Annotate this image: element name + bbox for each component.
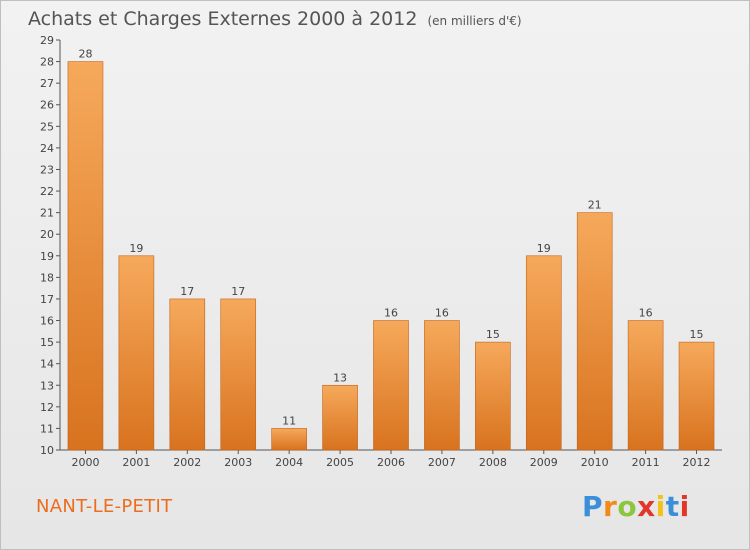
data-label-2007: 16 <box>435 307 449 320</box>
bar-2001 <box>118 255 155 451</box>
x-tick-label: 2000 <box>71 456 99 469</box>
data-labels: 28 19 17 17 11 13 16 16 15 19 21 16 15 <box>78 48 703 428</box>
y-tick-label: 24 <box>40 142 54 155</box>
y-tick-label: 23 <box>40 163 54 176</box>
bar-2009 <box>525 255 562 451</box>
y-tick-label: 12 <box>40 401 54 414</box>
logo-letter: x <box>637 490 656 523</box>
x-axis: 2000 2001 2002 2003 2004 2005 2006 2007 2008 2009… <box>60 449 722 469</box>
y-tick-label: 25 <box>40 120 54 133</box>
x-tick-label: 2003 <box>224 456 252 469</box>
x-tick-label: 2008 <box>479 456 507 469</box>
bar-2005 <box>322 384 358 451</box>
x-tick-label: 2009 <box>530 456 558 469</box>
y-tick-label: 11 <box>40 422 54 435</box>
chart-subtitle: (en milliers d'€) <box>427 14 522 28</box>
data-label-2002: 17 <box>180 285 194 298</box>
y-tick-label: 17 <box>40 293 54 306</box>
data-label-2010: 21 <box>588 199 602 212</box>
y-tick-label: 10 <box>40 444 54 457</box>
y-tick-label: 26 <box>40 99 54 112</box>
data-label-2012: 15 <box>690 328 704 341</box>
data-label-2011: 16 <box>639 307 653 320</box>
x-tick-label: 2005 <box>326 456 354 469</box>
bar-2006 <box>373 320 409 451</box>
y-tick-label: 27 <box>40 77 54 90</box>
bar-2008 <box>475 341 511 451</box>
x-tick-label: 2001 <box>122 456 150 469</box>
bar-2002 <box>169 298 206 451</box>
y-tick-label: 19 <box>40 250 54 263</box>
y-tick-label: 14 <box>40 358 54 371</box>
proxiti-logo[interactable]: Proxiti <box>582 490 690 523</box>
data-label-2004: 11 <box>282 414 296 427</box>
bars <box>67 61 715 451</box>
y-tick-label: 28 <box>40 56 54 69</box>
bar-2012 <box>678 341 715 451</box>
bar-2000 <box>67 61 104 451</box>
y-tick-label: 22 <box>40 185 54 198</box>
bar-2007 <box>424 320 460 451</box>
y-tick-label: 15 <box>40 336 54 349</box>
y-tick-label: 20 <box>40 228 54 241</box>
x-tick-label: 2004 <box>275 456 303 469</box>
y-tick-label: 13 <box>40 379 54 392</box>
bar-2011 <box>627 320 664 451</box>
logo-letter: r <box>603 490 618 523</box>
data-label-2000: 28 <box>78 48 92 61</box>
y-tick-label: 29 <box>40 34 54 47</box>
x-tick-label: 2006 <box>377 456 405 469</box>
y-axis: 10 11 12 13 14 15 16 17 18 19 20 21 22 23 24 25 26 27 28 29 <box>40 34 61 457</box>
data-label-2001: 19 <box>129 242 143 255</box>
x-tick-label: 2002 <box>173 456 201 469</box>
y-tick-label: 16 <box>40 315 54 328</box>
bar-2004 <box>271 428 307 451</box>
data-label-2003: 17 <box>231 285 245 298</box>
chart-title-block: Achats et Charges Externes 2000 à 2012 (e… <box>28 8 522 30</box>
data-label-2009: 19 <box>537 242 551 255</box>
logo-letter: P <box>582 490 604 523</box>
x-tick-label: 2010 <box>581 456 609 469</box>
bar-2003 <box>220 298 257 451</box>
bar-2010 <box>576 212 613 451</box>
data-label-2006: 16 <box>384 307 398 320</box>
chart-title: Achats et Charges Externes 2000 à 2012 <box>28 8 418 30</box>
x-tick-label: 2007 <box>428 456 456 469</box>
logo-letter: i <box>679 490 690 523</box>
y-tick-label: 21 <box>40 207 54 220</box>
data-label-2005: 13 <box>333 371 347 384</box>
logo-letter: o <box>617 490 638 523</box>
y-tick-label: 18 <box>40 271 54 284</box>
data-label-2008: 15 <box>486 328 500 341</box>
location-label: NANT-LE-PETIT <box>36 496 173 517</box>
x-tick-label: 2011 <box>632 456 660 469</box>
logo-letter: i <box>655 490 666 523</box>
x-tick-label: 2012 <box>683 456 711 469</box>
logo-letter: t <box>665 490 680 523</box>
